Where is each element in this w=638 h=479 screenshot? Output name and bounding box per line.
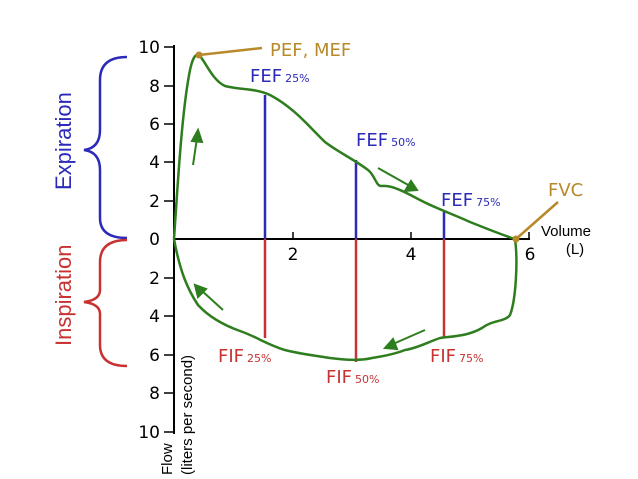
arrow-inspiration-start bbox=[392, 329, 426, 345]
y-tick-8-upper: 8 bbox=[149, 77, 160, 97]
fef75-label: FEF 75% bbox=[441, 190, 501, 211]
fef25-main: FEF bbox=[250, 66, 282, 87]
x-axis-label-unit: (L) bbox=[566, 241, 584, 258]
x-tick-2: 2 bbox=[288, 245, 299, 265]
pef-point bbox=[195, 51, 203, 59]
fif75-sub: 75% bbox=[459, 352, 483, 365]
y-tick-marks bbox=[164, 46, 174, 433]
fef75-main: FEF bbox=[441, 190, 473, 211]
fef50-label: FEF 50% bbox=[356, 130, 416, 151]
x-tick-marks bbox=[292, 232, 530, 239]
fif50-main: FIF bbox=[326, 367, 352, 388]
pef-pointer bbox=[198, 46, 263, 57]
fif75-label: FIF 75% bbox=[430, 346, 483, 367]
direction-arrows bbox=[190, 127, 426, 351]
y-tick-10-lower: 10 bbox=[138, 423, 160, 443]
expiration-label: Expiration bbox=[51, 92, 76, 190]
y-tick-10-upper: 10 bbox=[138, 38, 160, 58]
y-tick-2-lower: 2 bbox=[149, 269, 160, 289]
arrow-expiration-rise bbox=[192, 137, 198, 166]
y-tick-2-upper: 2 bbox=[149, 192, 160, 212]
arrow-expiration-fall bbox=[377, 167, 411, 187]
arrow-inspiration-start-head bbox=[382, 337, 399, 351]
inspiration-brace bbox=[83, 238, 128, 368]
fef50-sub: 50% bbox=[391, 136, 415, 149]
pef-label: PEF, MEF bbox=[270, 40, 351, 61]
arrow-expiration-fall-head bbox=[403, 179, 419, 193]
fef25-sub: 25% bbox=[285, 72, 309, 85]
fif25-sub: 25% bbox=[247, 352, 271, 365]
fef50-main: FEF bbox=[356, 130, 388, 151]
x-tick-4: 4 bbox=[406, 245, 417, 265]
arrow-expiration-rise-head bbox=[190, 127, 204, 144]
inspiration-label: Inspiration bbox=[51, 244, 76, 346]
fif50-sub: 50% bbox=[355, 373, 379, 386]
x-axis-label-volume: Volume bbox=[541, 223, 591, 240]
fef75-sub: 75% bbox=[476, 196, 500, 209]
fif50-label: FIF 50% bbox=[326, 367, 379, 388]
fvc-pointer bbox=[515, 201, 559, 240]
flow-volume-loop bbox=[172, 53, 518, 362]
y-tick-8-lower: 8 bbox=[149, 384, 160, 404]
y-tick-4-lower: 4 bbox=[149, 307, 160, 327]
y-tick-6-upper: 6 bbox=[149, 115, 160, 135]
y-tick-0: 0 bbox=[149, 230, 160, 250]
y-tick-6-lower: 6 bbox=[149, 346, 160, 366]
fif25-label: FIF 25% bbox=[218, 346, 271, 367]
fif75-main: FIF bbox=[430, 346, 456, 367]
y-axis-label-unit: (liters per second) bbox=[179, 355, 196, 475]
fvc-label: FVC bbox=[548, 180, 583, 201]
fif25-main: FIF bbox=[218, 346, 244, 367]
y-axis-label-flow: Flow bbox=[159, 443, 176, 475]
expiration-brace bbox=[83, 55, 128, 240]
arrow-inspiration-return bbox=[200, 289, 224, 311]
arrow-inspiration-return-head bbox=[193, 283, 208, 299]
x-tick-6: 6 bbox=[525, 245, 536, 265]
y-tick-4-upper: 4 bbox=[149, 153, 160, 173]
fvc-point bbox=[512, 235, 520, 243]
fef25-label: FEF 25% bbox=[250, 66, 310, 87]
